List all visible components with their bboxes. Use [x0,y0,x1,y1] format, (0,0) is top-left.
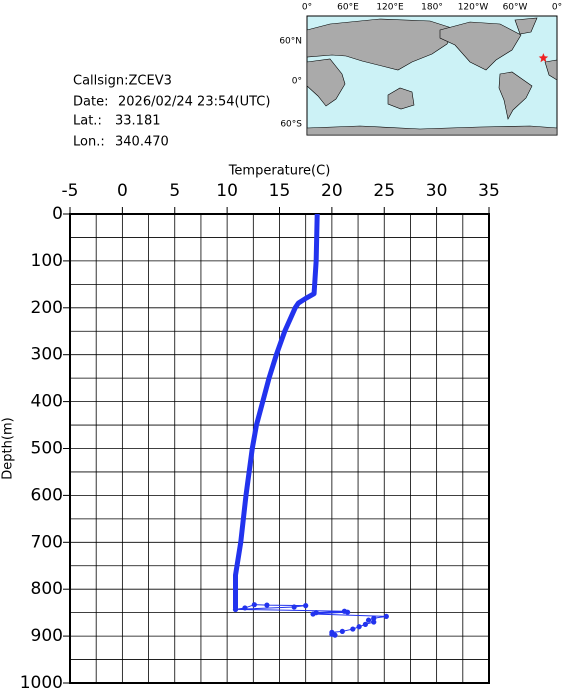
map-lon-label: 120°W [458,3,489,13]
map-lat-label: 60°S [280,120,302,130]
x-tick-label: 0 [117,181,128,201]
profile-point [371,615,377,621]
y-axis-title: Depth(m) [1,417,16,479]
map-lat-label: 60°N [279,37,302,47]
land [544,59,558,81]
profile-point [332,632,338,638]
x-tick-label: 15 [269,181,291,201]
profile-point [383,613,389,620]
land [387,87,415,110]
map-lon-label: 0° [552,3,562,13]
map-lon-label: 0° [302,3,312,13]
y-tick-label: 700 [31,532,63,552]
x-tick-label: 35 [478,181,500,201]
lat: 33.181 [115,114,161,129]
map [306,15,558,136]
location-marker [538,53,549,63]
profile-point [232,606,239,612]
y-tick-label: 900 [31,626,63,646]
y-tick-label: 600 [31,485,63,505]
x-tick-label: 25 [373,181,395,201]
profile-line [235,604,387,636]
date-label: Date: [73,95,108,110]
profile-point [350,626,356,632]
land [498,71,533,120]
y-tick-label: 300 [31,345,63,365]
profile-line [233,213,320,608]
plot-frame [69,213,490,684]
x-tick-label: 10 [216,181,238,201]
land [306,125,558,136]
profile-point [264,602,270,608]
profile-point [356,624,362,630]
profile-point [339,628,345,635]
profile-point [303,603,309,609]
y-tick-label: 400 [31,392,63,412]
x-tick-label: 30 [426,181,448,201]
profile-point [362,621,368,627]
map-lon-label: 60°E [337,3,359,13]
map-lat-label: 0° [292,77,302,87]
map-lon-label: 120°E [376,3,404,13]
profile-point [251,602,257,608]
x-tick-label: 20 [321,181,343,201]
land [439,21,522,71]
y-tick-label: 100 [31,251,63,271]
x-tick-label: -5 [62,181,79,201]
land [306,58,346,107]
land [514,17,538,35]
x-tick-label: 5 [169,181,180,201]
profile-point [344,609,351,615]
profile-point [365,617,372,623]
lon-label: Lon.: [73,135,105,150]
profile-point [310,611,316,617]
x-axis-title: Temperature(C) [228,164,331,179]
lat-label: Lat.: [73,114,102,129]
y-tick-label: 500 [31,439,63,459]
y-tick-label: 200 [31,298,63,318]
date: 2026/02/24 23:54(UTC) [118,95,270,110]
map-lon-label: 60°W [503,3,528,13]
profile-point [242,605,248,611]
map-lon-label: 180° [421,3,443,13]
lon: 340.470 [115,135,169,150]
profile-point [291,604,297,610]
y-tick-label: 800 [31,579,63,599]
profile-point [371,619,377,625]
callsign: Callsign:ZCEV3 [73,74,172,89]
y-tick-label: 1000 [20,673,63,690]
y-tick-label: 0 [52,204,63,224]
land [306,18,456,71]
